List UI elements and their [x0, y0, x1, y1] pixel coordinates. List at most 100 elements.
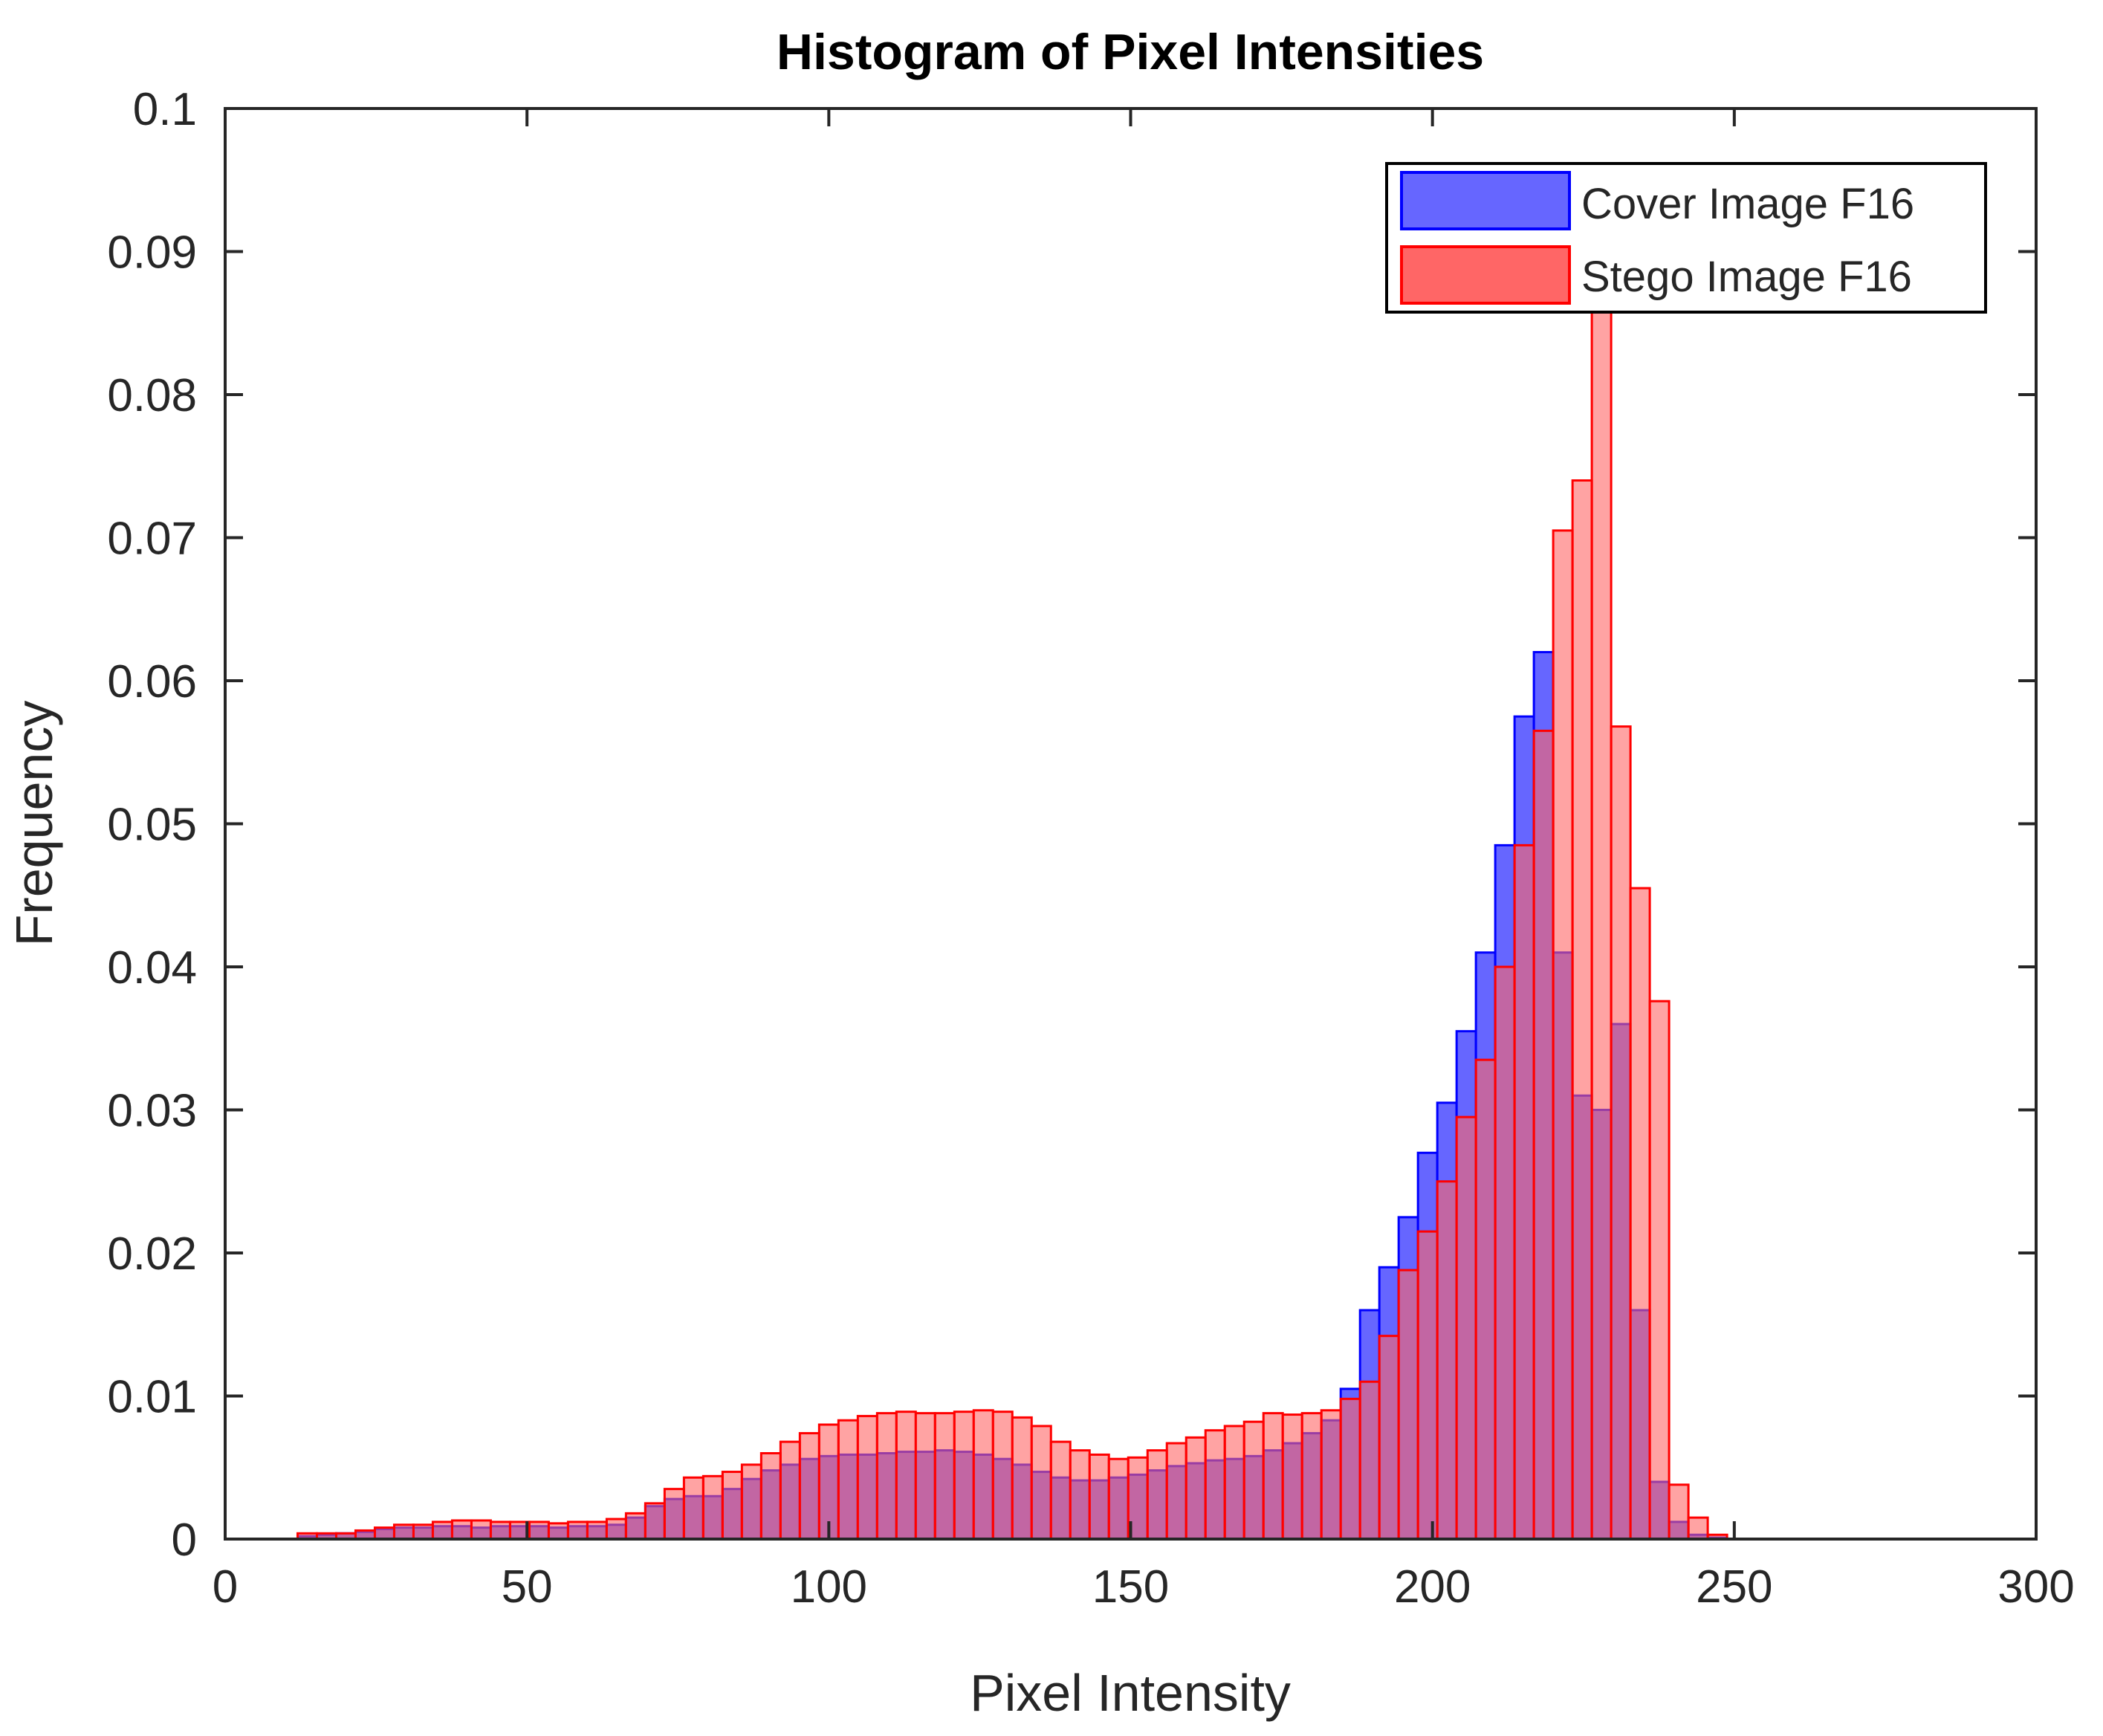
y-tick-label: 0.01	[107, 1372, 197, 1423]
bar-stego	[798, 1432, 820, 1541]
bar-stego	[605, 1518, 627, 1541]
bar-stego	[740, 1463, 762, 1541]
bar-stego	[470, 1519, 492, 1541]
y-tick-label: 0.09	[107, 227, 197, 279]
bar-stego	[1455, 1115, 1477, 1541]
y-tick-label: 0.02	[107, 1228, 197, 1280]
bar-stego	[1011, 1416, 1033, 1541]
bar-stego	[721, 1471, 743, 1541]
bar-stego	[1552, 529, 1574, 1541]
bar-stego	[547, 1522, 569, 1541]
bar-stego	[489, 1520, 511, 1541]
bar-stego	[1629, 887, 1651, 1541]
bars-layer	[296, 308, 1728, 1541]
bar-stego	[1571, 479, 1593, 1541]
x-tick-label: 100	[791, 1561, 867, 1613]
bar-stego	[1378, 1335, 1400, 1541]
bar-stego	[663, 1488, 685, 1541]
y-tick-label: 0.07	[107, 514, 197, 565]
x-tick-label: 0	[213, 1561, 238, 1613]
bar-stego	[1069, 1449, 1091, 1541]
bar-stego	[991, 1410, 1014, 1541]
y-tick-label: 0	[172, 1515, 197, 1566]
bar-stego	[528, 1520, 550, 1541]
series-stego	[296, 308, 1728, 1541]
legend-label-stego: Stego Image F16	[1581, 253, 1912, 301]
bar-stego	[1416, 1230, 1439, 1541]
bar-stego	[373, 1526, 395, 1541]
bar-stego	[1474, 1058, 1497, 1541]
bar-stego	[392, 1523, 415, 1541]
y-tick-label: 0.05	[107, 800, 197, 851]
bar-stego	[1648, 1000, 1671, 1541]
bar-stego	[914, 1412, 936, 1541]
bar-stego	[450, 1519, 473, 1541]
bar-stego	[1687, 1516, 1709, 1541]
bar-stego	[895, 1410, 917, 1541]
legend-swatch-stego	[1400, 245, 1571, 305]
plot-area-background	[225, 108, 2036, 1539]
bar-stego	[1532, 729, 1555, 1541]
bar-stego	[1668, 1483, 1690, 1541]
x-tick-label: 150	[1092, 1561, 1169, 1613]
bar-stego	[1590, 308, 1613, 1541]
bar-stego	[875, 1412, 898, 1541]
legend-swatch-cover	[1400, 171, 1571, 230]
bar-stego	[1436, 1180, 1458, 1541]
bar-stego	[1223, 1425, 1245, 1541]
bar-stego	[1513, 843, 1535, 1541]
bar-stego	[431, 1520, 453, 1541]
legend: Cover Image F16 Stego Image F16	[1385, 162, 1987, 314]
bar-stego	[586, 1520, 608, 1541]
x-axis-label: Pixel Intensity	[970, 1664, 1291, 1722]
bar-stego	[1339, 1397, 1361, 1541]
x-tick-label: 250	[1696, 1561, 1772, 1613]
bar-stego	[1165, 1442, 1187, 1541]
bar-stego	[1242, 1420, 1265, 1541]
bar-stego	[1494, 965, 1516, 1541]
bar-stego	[1397, 1269, 1419, 1541]
bar-stego	[1300, 1412, 1323, 1541]
bar-stego	[933, 1412, 956, 1541]
bar-stego	[972, 1409, 994, 1541]
bar-stego	[817, 1423, 840, 1541]
bar-stego	[701, 1474, 724, 1541]
x-tick-label: 50	[502, 1561, 553, 1613]
legend-label-cover: Cover Image F16	[1581, 180, 1914, 228]
y-tick-label: 0.04	[107, 942, 197, 994]
bar-stego	[1030, 1425, 1052, 1541]
y-tick-label: 0.1	[133, 84, 197, 135]
bar-stego	[644, 1502, 666, 1541]
y-tick-label: 0.06	[107, 656, 197, 707]
y-axis-label: Frequency	[5, 701, 63, 947]
bar-stego	[1204, 1429, 1226, 1541]
bar-stego	[759, 1452, 782, 1541]
bar-stego	[1088, 1453, 1110, 1541]
bar-stego	[1185, 1436, 1207, 1541]
bar-stego	[1107, 1457, 1130, 1541]
bar-stego	[412, 1523, 434, 1541]
bar-stego	[1281, 1413, 1303, 1541]
bar-stego	[624, 1512, 647, 1541]
bar-stego	[1146, 1449, 1168, 1541]
ticks-layer	[224, 107, 2038, 1541]
bar-stego	[1358, 1380, 1381, 1541]
bar-stego	[953, 1410, 975, 1541]
x-tick-label: 300	[1997, 1561, 2074, 1613]
bar-stego	[1610, 725, 1632, 1541]
bar-stego	[1320, 1409, 1342, 1541]
plot-frame	[224, 107, 2038, 1541]
bar-stego	[779, 1440, 801, 1541]
x-tick-label: 200	[1394, 1561, 1471, 1613]
y-tick-label: 0.03	[107, 1086, 197, 1137]
chart-title: Histogram of Pixel Intensities	[777, 24, 1484, 80]
bar-stego	[1049, 1440, 1072, 1541]
bar-stego	[682, 1476, 704, 1541]
y-tick-label: 0.08	[107, 370, 197, 421]
bar-stego	[566, 1520, 589, 1541]
x-tick-labels: 0 50 100 150 200 250 300	[213, 1561, 2075, 1613]
y-tick-labels: 0 0.01 0.02 0.03 0.04 0.05 0.06 0.07 0.08 0.09 0.1	[107, 84, 197, 1566]
bar-stego	[1262, 1412, 1284, 1541]
